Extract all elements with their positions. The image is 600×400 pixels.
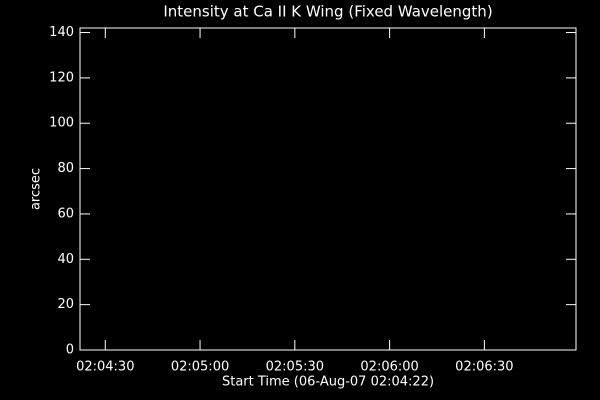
chart-title: Intensity at Ca II K Wing (Fixed Wavelen… — [163, 3, 492, 21]
plot-frame — [79, 27, 577, 351]
y-tick-label: 60 — [57, 206, 74, 221]
y-tick-label: 100 — [49, 116, 74, 131]
y-tick-label: 80 — [57, 161, 74, 176]
x-tick-label: 02:05:00 — [171, 360, 229, 375]
x-axis-label: Start Time (06-Aug-07 02:04:22) — [222, 375, 434, 390]
x-tick-label: 02:06:30 — [455, 360, 513, 375]
y-axis-label: arcsec — [29, 168, 44, 210]
x-tick-label: 02:04:30 — [76, 360, 134, 375]
y-tick-label: 40 — [57, 252, 74, 267]
y-tick-label: 120 — [49, 70, 74, 85]
x-tick-label: 02:05:30 — [266, 360, 324, 375]
y-tick-label: 140 — [49, 25, 74, 40]
y-tick-label: 20 — [57, 297, 74, 312]
y-tick-label: 0 — [66, 343, 74, 358]
x-tick-label: 02:06:00 — [360, 360, 418, 375]
